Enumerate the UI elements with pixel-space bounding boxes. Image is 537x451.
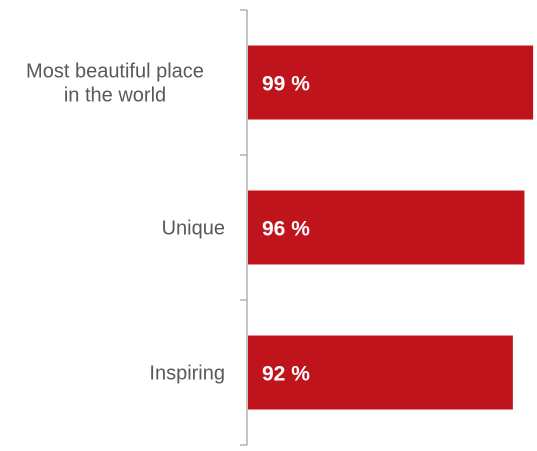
y-axis <box>240 9 248 446</box>
category-label-line: Inspiring <box>149 363 225 385</box>
category-label: Inspiring <box>149 363 225 385</box>
bar <box>248 335 513 410</box>
bar-value-label: 92 % <box>262 363 310 386</box>
category-label-line: Unique <box>162 218 225 240</box>
category-label-line: Most beautiful place <box>26 61 204 83</box>
bar-value-label: 96 % <box>262 218 310 241</box>
category-label: Unique <box>162 218 225 240</box>
bar-value-label: 99 % <box>262 73 310 96</box>
labels-group: 99 % Most beautiful place in the world 96 %… <box>26 61 310 386</box>
bar <box>248 190 525 265</box>
category-label: Most beautiful place in the world <box>26 61 204 107</box>
bar <box>248 45 534 120</box>
bars-group <box>248 45 534 410</box>
category-label-line: in the world <box>64 85 166 107</box>
